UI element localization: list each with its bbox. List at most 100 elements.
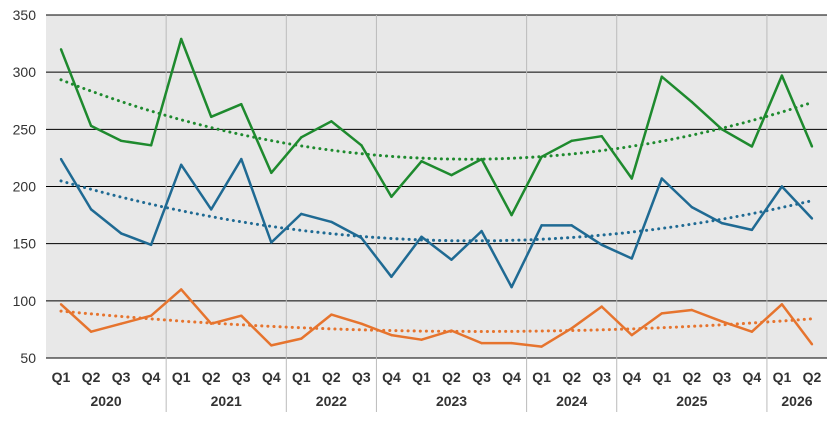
data-point (660, 75, 663, 78)
grid (46, 14, 827, 412)
data-point (360, 236, 363, 240)
data-point (300, 136, 303, 139)
data-point (390, 275, 393, 279)
x-tick-label: Q1 (292, 369, 311, 385)
trendline-series-2 (59, 179, 814, 243)
x-tick-label: Q3 (112, 369, 131, 385)
series-line-3 (60, 288, 813, 348)
data-point (690, 100, 694, 104)
data-point (480, 341, 483, 345)
x-tick-label: Q1 (532, 369, 551, 385)
data-point (510, 341, 513, 345)
y-axis: 50 100 150 200 250 300 350 (13, 7, 37, 366)
data-point (210, 322, 213, 325)
y-tick-label: 350 (13, 7, 37, 23)
data-point (810, 217, 814, 220)
data-point (360, 144, 363, 147)
x-tick-label: Q3 (352, 369, 371, 385)
data-point (690, 308, 694, 312)
x-tick-label: Q3 (592, 369, 611, 385)
year-label: 2023 (436, 393, 467, 409)
x-tick-label: Q4 (502, 369, 521, 385)
data-point (149, 243, 153, 247)
data-point (179, 163, 183, 166)
x-tick-label: Q2 (442, 369, 461, 385)
data-point (420, 235, 423, 239)
data-point (780, 303, 784, 306)
data-point (780, 185, 784, 188)
x-axis: Q1 Q2 Q3 Q4 Q1 Q2 Q3 Q4 Q1 Q2 Q3 Q4 Q1 Q2 Q3 Q4 Q1 Q2 Q3 Q4… (52, 369, 822, 409)
x-tick-label: Q4 (142, 369, 161, 385)
data-point (480, 157, 483, 161)
data-point (660, 312, 663, 315)
data-point (630, 177, 633, 180)
data-point (390, 195, 393, 198)
year-label: 2021 (211, 393, 242, 409)
data-point (240, 314, 243, 317)
data-point (720, 128, 724, 131)
x-tick-label: Q2 (803, 369, 822, 385)
data-point (750, 145, 754, 148)
data-point (59, 48, 63, 51)
data-point (720, 221, 724, 225)
data-point (720, 320, 724, 323)
data-point (810, 145, 814, 148)
data-point (360, 322, 363, 325)
x-tick-label: Q4 (622, 369, 641, 385)
data-point (600, 134, 603, 138)
x-tick-label: Q3 (472, 369, 491, 385)
data-point (450, 173, 453, 177)
data-point (210, 115, 213, 118)
data-point (149, 314, 153, 317)
year-label: 2020 (90, 393, 121, 409)
data-point (59, 157, 63, 161)
data-point (330, 220, 333, 224)
x-tick-label: Q4 (262, 369, 281, 385)
data-point (240, 102, 243, 106)
year-label: 2022 (316, 393, 347, 409)
data-point (270, 344, 273, 347)
x-tick-label: Q4 (743, 369, 762, 385)
data-point (330, 120, 333, 123)
x-tick-label: Q2 (202, 369, 221, 385)
y-tick-label: 150 (13, 236, 37, 252)
x-tick-label: Q1 (773, 369, 792, 385)
x-tick-label: Q4 (382, 369, 401, 385)
data-point (179, 37, 183, 41)
data-point (570, 224, 573, 227)
data-point (119, 232, 123, 235)
series-line-2 (59, 157, 813, 289)
data-point (300, 337, 303, 340)
data-point (420, 160, 423, 163)
y-tick-label: 250 (13, 121, 37, 137)
data-point (750, 228, 754, 232)
data-point (59, 303, 63, 306)
data-point (570, 327, 573, 330)
data-point (450, 258, 453, 261)
data-point (119, 322, 123, 325)
data-point (600, 243, 603, 247)
data-point (119, 139, 123, 142)
data-point (600, 305, 603, 308)
year-label: 2025 (676, 393, 707, 409)
x-tick-label: Q3 (713, 369, 732, 385)
data-point (89, 124, 93, 128)
x-tick-label: Q2 (562, 369, 581, 385)
trendlines (59, 78, 814, 333)
y-tick-label: 300 (13, 64, 37, 80)
data-point (630, 257, 633, 260)
data-point (570, 139, 573, 142)
data-point (89, 208, 93, 211)
data-point (540, 155, 543, 158)
data-point (780, 74, 784, 77)
series-lines (59, 37, 814, 348)
data-point (89, 330, 93, 333)
x-tick-label: Q2 (322, 369, 341, 385)
data-point (330, 313, 333, 316)
x-tick-label: Q1 (412, 369, 431, 385)
year-label: 2024 (556, 393, 587, 409)
data-point (810, 343, 814, 346)
trendline-series-1 (59, 78, 814, 161)
